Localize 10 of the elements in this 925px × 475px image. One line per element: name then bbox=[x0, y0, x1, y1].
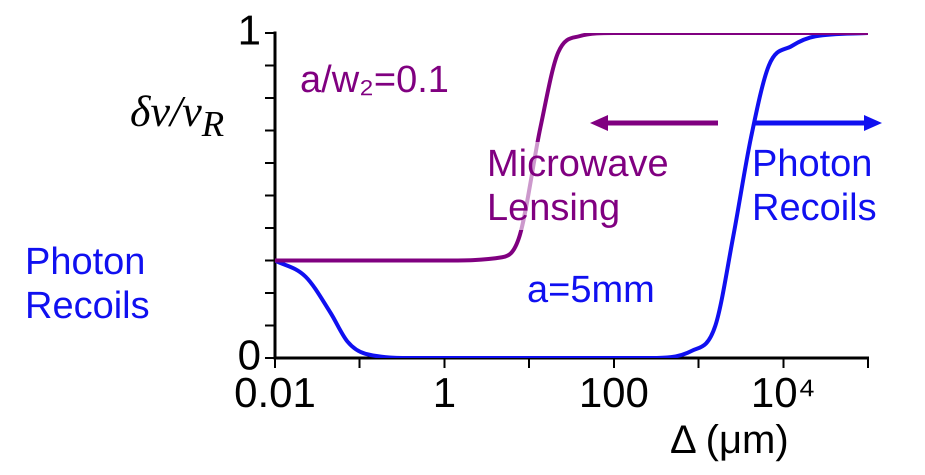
x-axis-title: Δ (μm) bbox=[670, 418, 789, 462]
x-tick-label: 1 bbox=[432, 368, 456, 416]
annotation: Microwave Lensing bbox=[487, 142, 669, 230]
x-tick-label: 100 bbox=[578, 368, 649, 416]
text: Photon Recoils bbox=[25, 240, 150, 328]
annotation: Photon Recoils bbox=[752, 142, 877, 230]
x-tick-label: 10⁴ bbox=[750, 368, 816, 416]
y-axis-title: δν/ν$_{R}$ bbox=[130, 87, 224, 146]
annotation: a/w₂=0.1 bbox=[300, 58, 449, 102]
annotation: a=5mm bbox=[527, 268, 655, 312]
